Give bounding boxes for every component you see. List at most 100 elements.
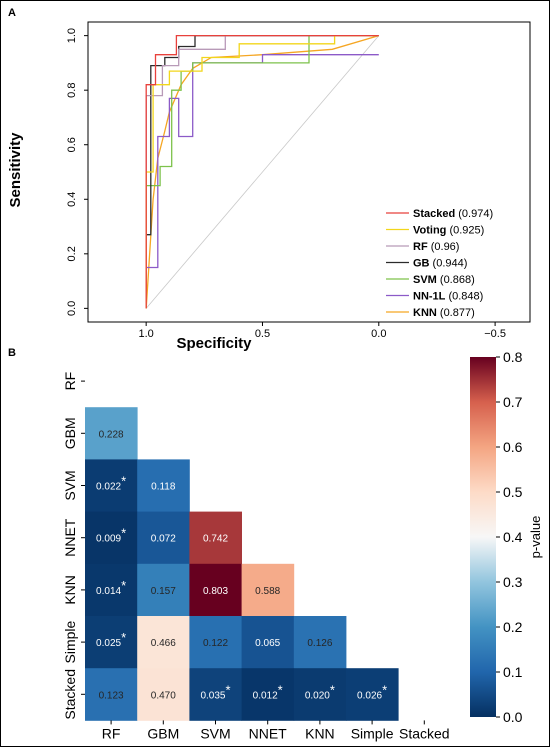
heatmap-cell-label: 0.072 — [151, 534, 176, 545]
roc-ticks: 1.0 0.5 0.0 −0.5 0.0 0.2 0.4 0.6 0.8 1.0 — [66, 28, 506, 340]
roc-curve-gb — [145, 34, 379, 309]
heatmap-cell-label: 0.014* — [96, 578, 126, 597]
heatmap-cell — [293, 616, 347, 669]
heatmap-cell-value: 0.026 — [357, 690, 382, 701]
legend-name: GB — [413, 258, 430, 270]
heatmap-cell-label: 0.126 — [307, 638, 332, 649]
roc-curve-stacked — [145, 34, 379, 309]
heatmap-cell — [85, 668, 138, 721]
heatmap-cell — [85, 459, 138, 512]
heatmap-cell-label: 0.470 — [151, 690, 176, 701]
legend-entry-svm: SVM (0.868) — [413, 274, 475, 286]
heatmap-col-label: SVM — [200, 725, 230, 741]
legend-name: NN-1L — [413, 291, 446, 303]
heatmap-cell-value: 0.065 — [255, 638, 280, 649]
legend-auc: (0.925) — [446, 225, 484, 237]
heatmap-cell-value: 0.020 — [305, 690, 330, 701]
colorbar-tick-label: 0.1 — [503, 664, 523, 680]
heatmap-cell-value: 0.470 — [151, 690, 176, 701]
panel-label-b: B — [8, 347, 16, 359]
colorbar-tick-label: 0.7 — [503, 394, 523, 410]
heatmap-cell-label: 0.118 — [151, 482, 176, 493]
heatmap-cell-value: 0.228 — [99, 429, 124, 440]
roc-y-tick-label: 0.8 — [66, 83, 78, 98]
heatmap-cell-value: 0.014 — [96, 586, 121, 597]
roc-x-tick-label: 1.0 — [139, 328, 154, 340]
heatmap-cell-value: 0.588 — [255, 586, 280, 597]
heatmap-cell-label: 0.022* — [96, 474, 126, 493]
legend-auc: (0.974) — [455, 208, 493, 220]
roc-curves — [145, 34, 379, 309]
colorbar-label: p-value — [528, 516, 543, 559]
heatmap-cell-label: 0.065 — [255, 638, 280, 649]
roc-y-tick-label: 0.0 — [66, 301, 78, 316]
heatmap-cell-value: 0.157 — [151, 586, 176, 597]
legend-name: RF — [413, 241, 428, 253]
colorbar-tick-label: 0.4 — [503, 529, 523, 545]
roc-y-tick-label: 0.6 — [66, 137, 78, 152]
roc-curve-rf — [145, 34, 379, 309]
colorbar-tick-label: 0.3 — [503, 574, 523, 590]
roc-x-tick-label: −0.5 — [484, 328, 506, 340]
heatmap-cell-value: 0.035 — [200, 690, 225, 701]
significance-marker: * — [278, 682, 283, 697]
significance-marker: * — [382, 682, 387, 697]
heatmap-cell-value: 0.123 — [99, 690, 124, 701]
legend-auc: (0.877) — [437, 307, 475, 319]
heatmap-cell — [189, 616, 242, 669]
roc-y-tick-label: 0.4 — [66, 192, 78, 207]
colorbar-gradient — [470, 357, 496, 717]
legend-auc: (0.944) — [430, 258, 468, 270]
colorbar-tick-label: 0.5 — [503, 484, 523, 500]
heatmap-row-label: NNET — [62, 518, 78, 557]
heatmap-cell — [189, 668, 242, 721]
heatmap-cell — [137, 459, 190, 512]
significance-marker: * — [121, 630, 126, 645]
roc-curve-svm — [145, 34, 379, 309]
heatmap-cell-label: 0.122 — [203, 638, 228, 649]
heatmap-cell-label: 0.466 — [151, 638, 176, 649]
colorbar-tick-label: 0.8 — [503, 349, 523, 365]
legend-entry-nn-1l: NN-1L (0.848) — [413, 291, 483, 303]
heatmap-col-label: GBM — [147, 725, 179, 741]
panel-label-a: A — [8, 7, 16, 19]
heatmap-cell-value: 0.122 — [203, 638, 228, 649]
roc-y-axis-label: Sensitivity — [7, 132, 24, 208]
roc-y-tick-label: 0.2 — [66, 246, 78, 261]
legend-name: KNN — [413, 307, 437, 319]
colorbar-tick-label: 0.0 — [503, 709, 523, 725]
heatmap-row-label: RF — [62, 372, 78, 391]
heatmap-cell-value: 0.466 — [151, 638, 176, 649]
heatmap-col-label: Simple — [351, 725, 394, 741]
heatmap-cell — [241, 563, 295, 617]
heatmap-cell — [85, 407, 138, 460]
heatmap-cell-label: 0.012* — [253, 682, 283, 701]
legend-auc: (0.868) — [437, 274, 475, 286]
heatmap-cell — [85, 616, 138, 669]
heatmap-cell-value: 0.742 — [203, 534, 228, 545]
heatmap-cell-value: 0.012 — [253, 690, 278, 701]
heatmap-col-label: NNET — [249, 725, 288, 741]
heatmap-row-label: Stacked — [62, 669, 78, 720]
legend-name: Voting — [413, 225, 446, 237]
heatmap-cell — [85, 563, 138, 617]
heatmap-cell — [241, 668, 295, 721]
heatmap-cell-label: 0.803 — [203, 586, 228, 597]
heatmap-cell — [189, 511, 242, 565]
heatmap-cell-label: 0.026* — [357, 682, 387, 701]
roc-plot-area — [87, 21, 531, 323]
legend-entry-knn: KNN (0.877) — [413, 307, 475, 319]
heatmap-cell-value: 0.009 — [96, 534, 121, 545]
heatmap-cell — [189, 563, 242, 617]
heatmap-cell-label: 0.123 — [99, 690, 124, 701]
heatmap-cell-label: 0.009* — [96, 526, 126, 545]
heatmap-cell-value: 0.072 — [151, 534, 176, 545]
heatmap-col-label: KNN — [305, 725, 335, 741]
roc-y-tick-label: 1.0 — [66, 28, 78, 43]
heatmap-cell — [137, 616, 190, 669]
heatmap-row-label: Simple — [62, 620, 78, 663]
legend-name: SVM — [413, 274, 437, 286]
significance-marker: * — [121, 474, 126, 489]
